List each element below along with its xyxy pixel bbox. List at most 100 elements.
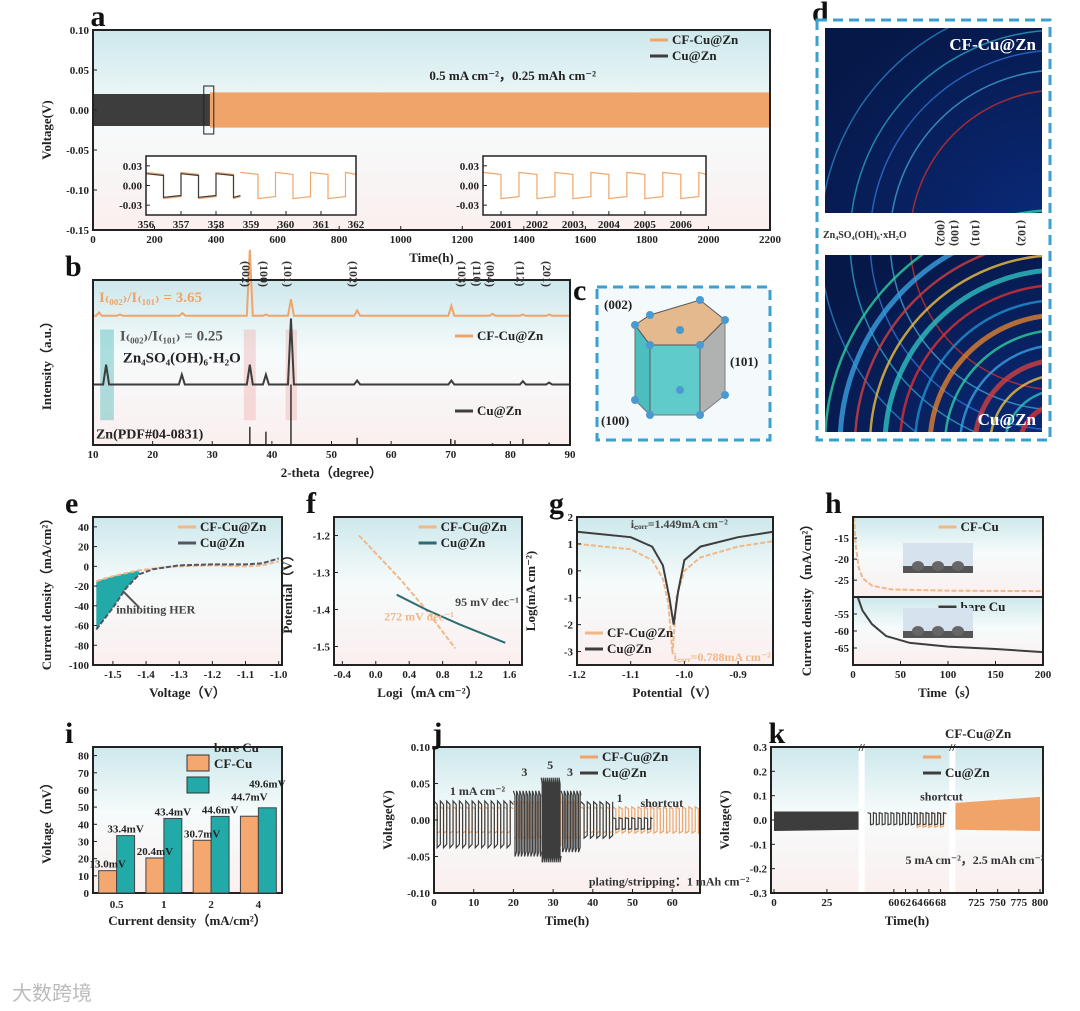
- panel-label: h: [825, 487, 842, 520]
- y-tick-label: -0.1: [750, 839, 767, 851]
- bar-cf-cu: [145, 857, 165, 894]
- annotation: 272 mV dec⁻¹: [384, 610, 454, 624]
- plot-frame: [92, 746, 283, 894]
- x-tick-label: 600: [269, 234, 286, 246]
- x-tick-label: 25: [821, 897, 833, 909]
- y-tick-label: 0.00: [70, 105, 90, 117]
- y-tick-label: -65: [834, 643, 849, 655]
- x-tick-label: 50: [627, 897, 639, 909]
- xrd-image-cf-cu-zn: [825, 28, 1042, 213]
- x-tick-label: 2200: [759, 234, 782, 246]
- bar-value-label: 43.4mV: [155, 806, 191, 818]
- y-tick-label: 0.05: [411, 779, 431, 791]
- x-tick-label: 0: [771, 897, 777, 909]
- ring-label-101: (101): [969, 220, 983, 246]
- y-tick-label: -0.03: [119, 200, 142, 212]
- xrd-label-cf-cu-zn: CF-Cu@Zn: [949, 35, 1036, 54]
- x-tick-label: 10: [468, 897, 480, 909]
- y-tick-label: 0.00: [460, 181, 480, 193]
- x-tick-label: 0: [90, 234, 96, 246]
- x-tick-label: 20: [508, 897, 520, 909]
- y-tick-label: 50: [78, 802, 90, 814]
- legend-label: CF-Cu@Zn: [607, 625, 674, 640]
- plot-background: [93, 280, 570, 445]
- series-ref-wave: [145, 173, 241, 199]
- peak-highlight: [243, 329, 256, 421]
- y-axis-label: Log(mA cm⁻²): [523, 551, 538, 631]
- panel-label-c: c: [573, 274, 586, 307]
- annotation: (102): [346, 261, 360, 287]
- x-tick-label: 60: [667, 897, 679, 909]
- y-tick-label: 20: [78, 854, 90, 866]
- series-cf-cu-zn-line: [576, 540, 774, 655]
- x-tick-label: 1: [161, 899, 167, 911]
- annotation: 3: [521, 765, 527, 779]
- y-axis-label: Voltage(V): [717, 790, 732, 849]
- x-tick-label: 60: [888, 897, 900, 909]
- y-tick-label: -20: [834, 554, 849, 566]
- x-tick-label: -1.1: [237, 669, 254, 681]
- x-tick-label: 68: [935, 897, 947, 909]
- series-cu-zn-wave: [612, 816, 653, 831]
- annotation: i꜀ₒᵣᵣ=1.449mA cm⁻²: [631, 517, 729, 531]
- x-tick-label: 64: [912, 897, 924, 909]
- series-cf-cu-zn-line: [358, 534, 456, 649]
- bar-bare-cu: [116, 835, 136, 894]
- x-axis-label: Logi（mA cm⁻²）: [377, 685, 478, 700]
- y-tick-label: 10: [78, 871, 90, 883]
- series-cu-zn-line: [95, 557, 279, 631]
- series-cu-zn-wave: [867, 811, 947, 826]
- series-cu-zn-wave: [433, 799, 514, 850]
- panel-label: a: [91, 0, 106, 33]
- inset-plot: 2001 2002 2003 2004 2005 2006 0.03 0.00 -0.03: [456, 155, 707, 231]
- legend-label: CF-Cu@Zn: [200, 519, 267, 534]
- series-cu-zn-wave: [560, 790, 582, 853]
- y-tick-label: 80: [78, 751, 90, 763]
- peak-highlight: [285, 329, 297, 421]
- y-tick-label: -0.10: [407, 888, 430, 900]
- x-tick-label: -0.9: [729, 669, 747, 681]
- bar-value-label: 49.6mV: [249, 778, 285, 790]
- y-tick-label: 0.1: [753, 791, 767, 803]
- annotation: (004): [483, 261, 497, 287]
- x-tick-label: 357: [173, 219, 190, 231]
- x-tick-label: 100: [940, 669, 957, 681]
- panel-label: g: [549, 487, 564, 520]
- bar-cf-cu: [239, 815, 259, 894]
- x-tick-label: 66: [923, 897, 935, 909]
- y-axis-label: Current density（mA/cm²）: [799, 518, 814, 677]
- x-axis-label: Time(h): [885, 913, 930, 928]
- x-axis-label: 2-theta（degree）: [281, 465, 383, 480]
- y-tick-label: -55: [834, 609, 849, 621]
- bar-bare-cu: [257, 807, 277, 894]
- annotation: plating/stripping：1 mAh cm⁻²: [589, 875, 750, 889]
- bar-value-label: 30.7mV: [184, 828, 220, 840]
- legend-label: CF-Cu: [214, 756, 252, 771]
- x-tick-label: 2: [208, 899, 214, 911]
- series-bare-cu-line: [856, 596, 1044, 654]
- x-tick-label: 2003: [562, 219, 585, 231]
- annotation: Zn₄SO₄(OH)₆·H₂O: [123, 351, 241, 367]
- annotation: 5: [547, 758, 553, 772]
- y-tick-label: -1.2: [313, 531, 331, 543]
- plot-frame: [576, 516, 774, 666]
- x-tick-label: 40: [266, 449, 278, 461]
- deposition-schematic: [903, 608, 973, 638]
- x-tick-label: 1000: [390, 234, 413, 246]
- y-tick-label: -0.2: [750, 864, 768, 876]
- x-tick-label: 2000: [697, 234, 720, 246]
- y-tick-label: -0.05: [407, 852, 430, 864]
- inset-plot: 356 357 358 359 360 361 362 0.03 0.00 -0.03: [119, 155, 365, 231]
- legend-label: Cu@Zn: [672, 48, 717, 63]
- x-tick-label: 80: [505, 449, 517, 461]
- y-tick-label: -40: [74, 601, 89, 613]
- panel-label: j: [432, 717, 443, 750]
- series-cu-zn-wave: [540, 777, 562, 863]
- annotation: (002): [239, 261, 253, 287]
- ring-label-102: (102): [1015, 220, 1029, 246]
- y-axis-label: Voltage(V): [39, 100, 54, 159]
- y-tick-label: -100: [69, 660, 90, 672]
- y-tick-label: 0.0: [753, 815, 767, 827]
- plane-label-002: (002): [604, 297, 632, 312]
- bar-value-label: 33.4mV: [107, 824, 143, 836]
